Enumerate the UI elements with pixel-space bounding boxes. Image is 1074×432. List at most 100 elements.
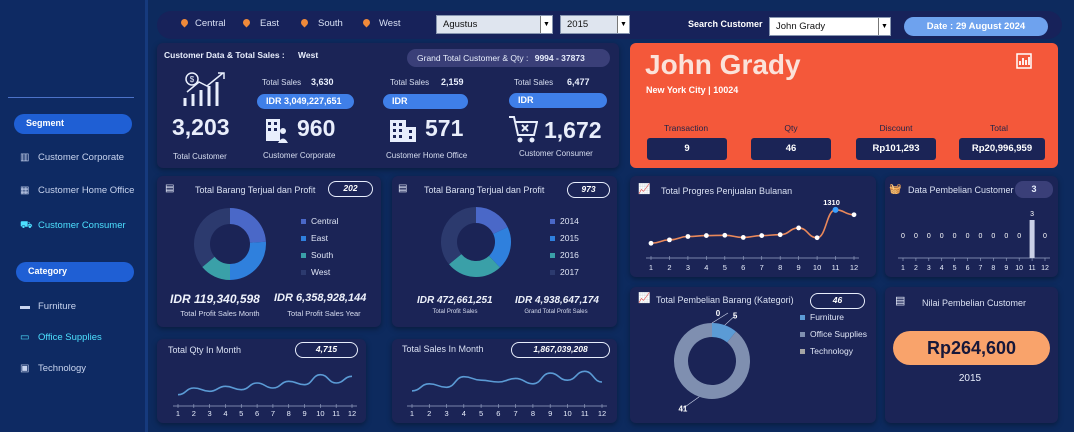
- customer-profile-card: John Grady New York City | 10024 Transac…: [630, 43, 1058, 168]
- qty-badge: 4,715: [295, 342, 358, 358]
- summary-title: Customer Data & Total Sales :: [164, 50, 285, 60]
- x-tick-label: 1: [410, 409, 414, 418]
- report-icon[interactable]: [1016, 53, 1032, 69]
- wallet-icon: ▤: [398, 183, 408, 194]
- x-tick-label: 7: [979, 265, 983, 272]
- x-tick-label: 9: [548, 409, 552, 418]
- qty-line-chart: 1 2 3 4 5 6 7 8 9 10 11 12: [173, 373, 357, 418]
- region-central[interactable]: Central: [195, 18, 226, 29]
- computer-icon: ▣: [20, 362, 30, 374]
- series-line: [650, 209, 855, 245]
- year-kpi-grand-label: Grand Total Profit Sales: [524, 309, 588, 315]
- x-tick-label: 3: [208, 409, 212, 418]
- data-label: 0: [927, 233, 931, 240]
- purchase-badge: 3: [1015, 181, 1053, 198]
- year-kpi-total: IDR 472,661,251: [417, 295, 493, 306]
- x-tick-label: 10: [813, 263, 821, 272]
- data-point: [759, 233, 765, 238]
- series-line: [411, 370, 603, 392]
- data-label: 0: [979, 233, 983, 240]
- qty-value: 46: [751, 138, 831, 160]
- corp-sales-label: Total Sales: [262, 78, 302, 87]
- x-tick-label: 3: [686, 263, 690, 272]
- data-label: 0: [1017, 233, 1021, 240]
- region-south[interactable]: South: [318, 18, 343, 29]
- donut-slice: [674, 323, 750, 399]
- sidebar-item-label: Customer Home Office: [38, 185, 135, 196]
- year-select[interactable]: 2015 ▼: [560, 15, 630, 34]
- region-kpi-year: IDR 6,358,928,144: [274, 292, 367, 304]
- x-tick-label: 10: [563, 409, 571, 418]
- x-tick-label: 5: [239, 409, 243, 418]
- region-west[interactable]: West: [379, 18, 401, 29]
- sofa-icon: ▬: [20, 300, 30, 312]
- data-label: 5: [733, 312, 738, 321]
- chevron-down-icon: ▼: [878, 18, 890, 35]
- grand-value: 9994 - 37873: [534, 53, 585, 63]
- data-label: 1310: [823, 198, 840, 207]
- legend-item: Technology: [800, 343, 867, 360]
- sidebar-item-office-supplies[interactable]: ▭ Office Supplies: [20, 332, 102, 343]
- region-east[interactable]: East: [260, 18, 280, 29]
- chevron-down-icon: ▼: [617, 16, 629, 33]
- legend-item: East: [301, 230, 338, 247]
- sidebar-item-corporate[interactable]: ▥ Customer Corporate: [20, 152, 124, 163]
- home-office-label: Customer Home Office: [386, 151, 468, 160]
- qty-label: Qty: [784, 123, 798, 133]
- data-label: 0: [716, 309, 721, 318]
- data-point: [814, 235, 820, 241]
- growth-chart-icon: $: [183, 72, 225, 106]
- customer-location: New York City | 10024: [646, 85, 739, 95]
- home-idr-pill: IDR: [383, 94, 468, 109]
- month-select[interactable]: Agustus ▼: [436, 15, 553, 34]
- category-purchase-card: [630, 287, 876, 423]
- x-tick-label: 9: [797, 263, 801, 272]
- consumer-sales-value: 6,477: [567, 77, 590, 87]
- data-label: 0: [991, 233, 995, 240]
- sidebar-item-furniture[interactable]: ▬ Furniture: [20, 301, 76, 312]
- office-building-icon: [390, 120, 416, 142]
- legend-item: South: [301, 247, 338, 264]
- basket-icon: 🧺: [889, 184, 902, 195]
- line-chart-icon: 📈: [638, 293, 651, 304]
- x-tick-label: 8: [778, 263, 782, 272]
- sidebar-item-technology[interactable]: ▣ Technology: [20, 363, 86, 374]
- data-point: [740, 235, 746, 240]
- x-tick-label: 5: [953, 265, 957, 272]
- corp-sales-value: 3,630: [311, 77, 334, 87]
- year-kpi-grand: IDR 4,938,647,174: [515, 295, 599, 306]
- wallet-icon: ▤: [895, 295, 906, 307]
- sidebar-border: [145, 0, 148, 432]
- x-tick-label: 9: [302, 409, 306, 418]
- sales-line-chart: 1 2 3 4 5 6 7 8 9 10 11 12: [407, 370, 607, 418]
- category-badge: 46: [810, 293, 865, 309]
- search-value: John Grady: [776, 21, 826, 32]
- region-donut-chart: [194, 208, 266, 280]
- x-tick-label: 2: [667, 263, 671, 272]
- data-point: [685, 234, 691, 239]
- total-label: Total: [990, 123, 1008, 133]
- data-label: 0: [940, 233, 944, 240]
- date-badge: Date : 29 August 2024: [904, 17, 1048, 36]
- home-sales-value: 2,159: [441, 77, 464, 87]
- category-legend: Furniture Office Supplies Technology: [800, 309, 867, 360]
- x-tick-label: 9: [1004, 265, 1008, 272]
- x-tick-label: 7: [514, 409, 518, 418]
- x-tick-label: 8: [287, 409, 291, 418]
- donut-slice: [449, 253, 500, 277]
- sidebar-item-consumer[interactable]: ⛟ Customer Consumer: [20, 220, 126, 231]
- sales-card-title: Total Sales In Month: [402, 344, 484, 354]
- legend-item: Central: [301, 213, 338, 230]
- data-label: 0: [1004, 233, 1008, 240]
- transaction-label: Transaction: [663, 123, 709, 133]
- region-kpi-year-label: Total Profit Sales Year: [287, 309, 361, 318]
- corporate-value: 960: [297, 115, 336, 141]
- legend-item: 2017: [550, 264, 579, 281]
- sales-badge: 1,867,039,208: [511, 342, 610, 358]
- sidebar-item-home-office[interactable]: ▦ Customer Home Office: [20, 185, 134, 196]
- donut-slice: [488, 227, 511, 268]
- corporate-label: Customer Corporate: [263, 151, 336, 160]
- x-tick-label: 2: [192, 409, 196, 418]
- customer-search-input[interactable]: John Grady ▼: [769, 17, 891, 36]
